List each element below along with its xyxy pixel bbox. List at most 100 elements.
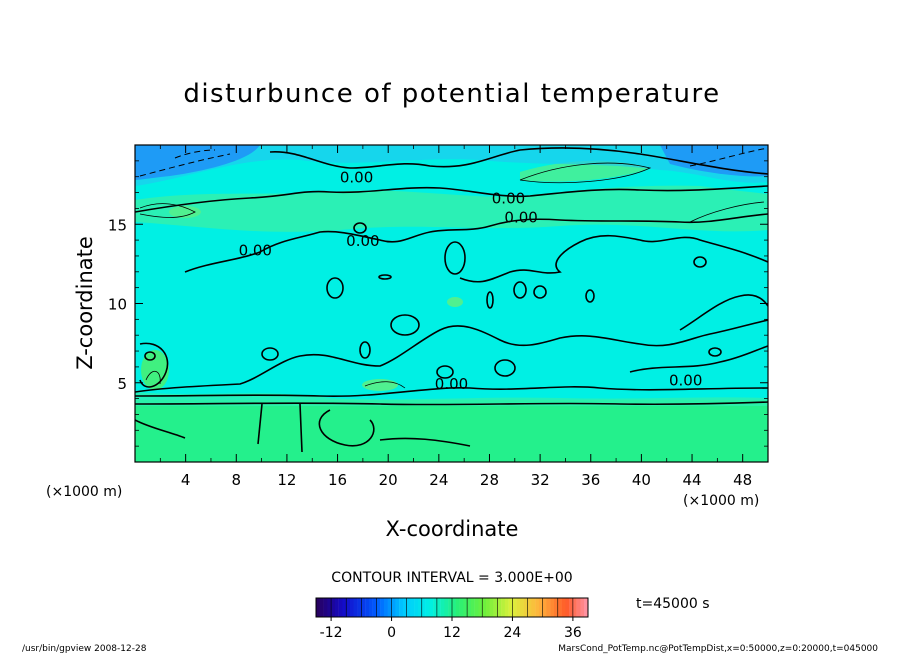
colorbar-cell xyxy=(565,598,570,617)
colorbar-cell xyxy=(380,598,385,617)
colorbar-tick-label: -12 xyxy=(320,625,343,641)
x-unit-right: (×1000 m) xyxy=(683,493,759,509)
contour-label: 0.00 xyxy=(435,375,468,393)
colorbar-cell xyxy=(467,598,472,617)
x-tick-label: 48 xyxy=(733,471,752,489)
contour-mid-east xyxy=(459,234,768,283)
colorbar-cell xyxy=(561,598,566,617)
contour-cell xyxy=(513,281,527,299)
contour-lines xyxy=(135,147,768,453)
chart-title: disturbunce of potential temperature xyxy=(183,79,720,109)
contour-cell xyxy=(494,359,516,377)
x-tick-label: 4 xyxy=(181,471,191,489)
colorbar-cell xyxy=(342,598,347,617)
colorbar-cell xyxy=(501,598,506,617)
colorbar-cell xyxy=(497,598,502,617)
contour-top xyxy=(269,147,768,175)
plot-area: 0.000.000.000.000.000.00 0.00 xyxy=(135,145,768,462)
x-tick-label: 40 xyxy=(632,471,651,489)
x-tick-label: 28 xyxy=(480,471,499,489)
colorbar-cell xyxy=(486,598,490,617)
y-tick-label: 15 xyxy=(108,216,127,234)
thin-contours xyxy=(139,162,765,389)
colorbar-cell xyxy=(489,598,494,617)
colorbar-cell xyxy=(459,598,464,617)
colorbar-cell xyxy=(361,598,366,617)
colorbar-cell xyxy=(580,598,585,617)
colorbar-cell xyxy=(372,598,377,617)
contour-label: 0.00 xyxy=(492,189,525,207)
thin-contour xyxy=(364,381,406,389)
contour-cell xyxy=(326,277,344,299)
contour-right-lobe xyxy=(679,294,768,331)
colorbar-tick-label: 36 xyxy=(564,625,582,641)
colorbar-cell xyxy=(538,598,543,617)
green-blob xyxy=(447,297,463,307)
colorbar-cell xyxy=(584,598,589,617)
x-tick-label: 36 xyxy=(581,471,600,489)
colorbar-cell xyxy=(535,598,540,617)
colorbar-cell xyxy=(331,598,336,617)
colorbar-cell xyxy=(395,598,400,617)
colorbar-cell xyxy=(520,598,524,617)
contour-bottom-eddy xyxy=(318,409,375,447)
colorbar-cell xyxy=(425,598,430,617)
contour-labels: 0.000.000.000.000.000.00 0.00 xyxy=(239,169,703,393)
colorbar-cell xyxy=(406,598,411,617)
contour-right-mid xyxy=(629,345,768,373)
y-tick-label: 5 xyxy=(117,375,127,393)
colorbar-cell xyxy=(493,598,498,617)
time-label: t=45000 s xyxy=(636,596,710,612)
colorbar-tick-label: 12 xyxy=(443,625,461,641)
contour-cell xyxy=(533,285,547,299)
negative-contour xyxy=(174,149,216,159)
colorbar-cell xyxy=(444,598,449,617)
colorbar-cell xyxy=(463,598,468,617)
colorbar-cell xyxy=(474,598,479,617)
colorbar-tick-label: 24 xyxy=(504,625,522,641)
colorbar-cell xyxy=(478,598,483,617)
contour-cell xyxy=(144,351,156,361)
contour-spike2 xyxy=(299,403,303,453)
colorbar-cell xyxy=(527,598,532,617)
contour-cell xyxy=(585,289,595,303)
negative-contour xyxy=(689,147,768,167)
colorbar-cell xyxy=(334,598,339,617)
negative-contour xyxy=(139,153,231,177)
contour-cell xyxy=(359,341,371,359)
colorbar-cell xyxy=(391,598,396,617)
x-unit-left: (×1000 m) xyxy=(46,484,122,500)
contour-label: 0.00 xyxy=(504,208,537,226)
lower-layer xyxy=(135,400,768,462)
contour-upper xyxy=(135,185,768,213)
colorbar-cell xyxy=(421,598,426,617)
contour-label: 0.00 xyxy=(346,232,379,250)
negative-contours xyxy=(139,147,768,177)
x-tick-label: 8 xyxy=(232,471,242,489)
thin-contour xyxy=(139,203,196,218)
colorbar-cell xyxy=(433,598,438,617)
contour-cell xyxy=(261,347,279,361)
colorbar-cell xyxy=(402,598,407,617)
colorbar-cell xyxy=(357,598,362,617)
colorbar-cell xyxy=(508,598,513,617)
colorbar-cell xyxy=(399,598,404,617)
colorbar-cell xyxy=(546,598,551,617)
colorbar-cell xyxy=(376,598,381,617)
colorbar-cell xyxy=(452,598,456,617)
colorbar-cell xyxy=(440,598,445,617)
contour-mid-west xyxy=(184,213,768,273)
thin-contour xyxy=(689,201,765,223)
colorbar-cell xyxy=(470,598,475,617)
colorbar-cell xyxy=(576,598,581,617)
x-tick-label: 44 xyxy=(682,471,701,489)
colorbar-cell xyxy=(418,598,422,617)
colorbar-cell xyxy=(368,598,373,617)
contour-cell xyxy=(486,291,494,309)
colorbar-cell xyxy=(542,598,547,617)
colorbar-cell xyxy=(512,598,517,617)
contour-label: 0.00 xyxy=(239,242,272,260)
contour-cell xyxy=(390,314,420,336)
y-tick-label: 10 xyxy=(108,296,127,314)
